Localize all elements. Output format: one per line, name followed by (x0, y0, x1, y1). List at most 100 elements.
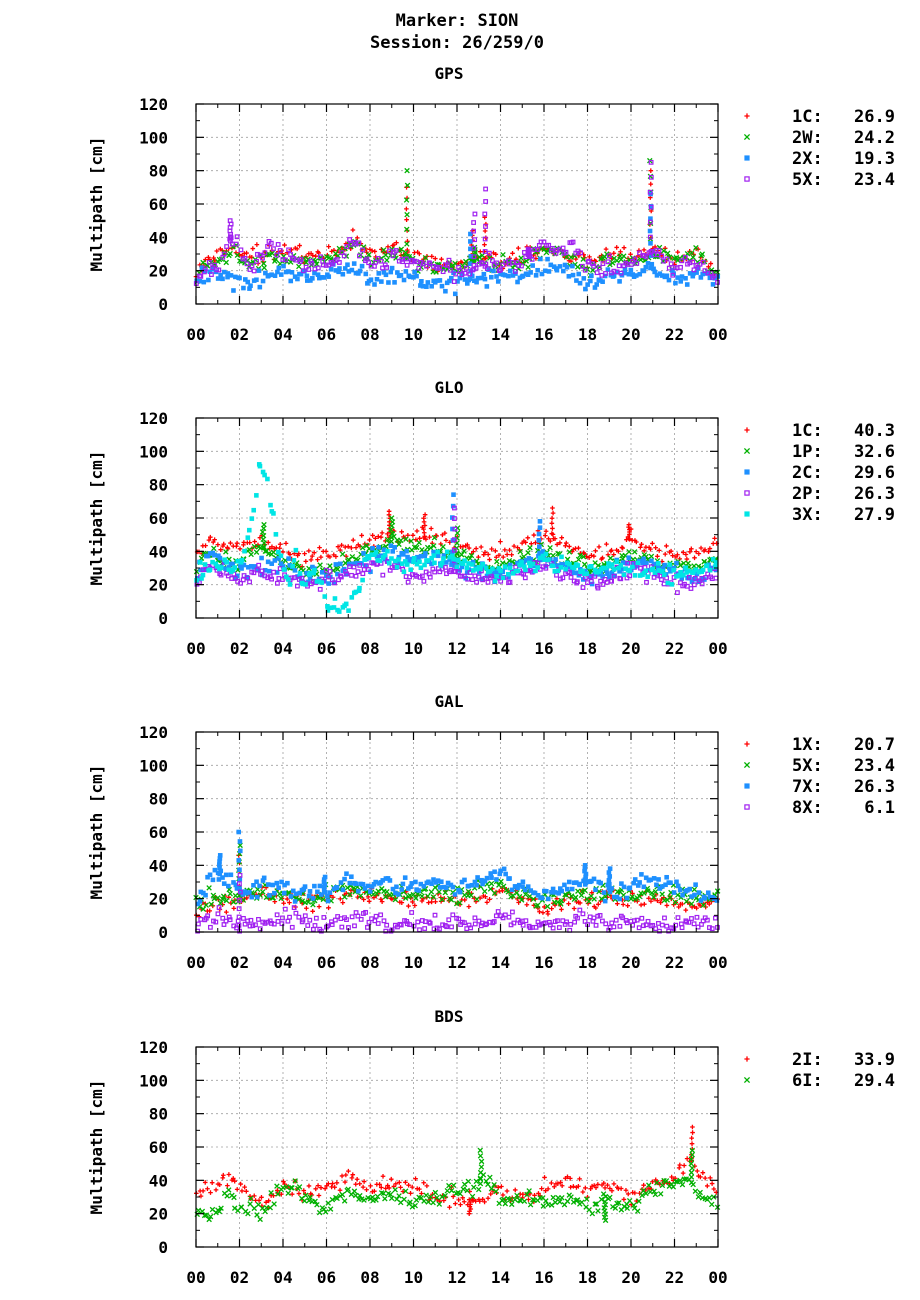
data-point (744, 511, 750, 517)
data-point (244, 1188, 249, 1194)
data-point (247, 267, 253, 272)
data-point (480, 881, 485, 887)
data-point (260, 878, 266, 883)
data-point (485, 579, 491, 585)
data-point (203, 1212, 210, 1218)
data-point (274, 880, 280, 886)
data-point (700, 902, 707, 908)
data-point (205, 1186, 210, 1192)
data-point (500, 1192, 506, 1198)
data-point (498, 868, 503, 874)
data-point (281, 890, 287, 896)
data-point (586, 555, 592, 560)
data-point (485, 1195, 491, 1201)
data-point (574, 579, 580, 585)
data-point (255, 894, 260, 900)
data-point (315, 1183, 321, 1188)
data-point (350, 537, 356, 543)
data-point (239, 566, 244, 571)
data-point (431, 535, 438, 541)
data-point (691, 886, 698, 893)
data-point (370, 545, 375, 551)
data-point (481, 888, 488, 895)
data-point (268, 1190, 274, 1196)
data-point (234, 886, 240, 891)
data-point (668, 261, 674, 267)
data-point (588, 1186, 593, 1192)
data-point (353, 270, 359, 276)
data-point (206, 1216, 212, 1223)
data-point (349, 914, 355, 920)
data-point (409, 1184, 415, 1190)
data-point (660, 566, 666, 571)
data-point (614, 269, 620, 275)
data-point (523, 918, 529, 924)
data-point (651, 1188, 657, 1194)
data-point (571, 1184, 576, 1189)
data-point (357, 268, 363, 274)
y-tick-label: 20 (149, 890, 168, 909)
data-point (353, 573, 359, 579)
data-point (218, 572, 224, 578)
series-2x (194, 191, 721, 297)
data-point (271, 569, 277, 575)
data-point (543, 1198, 549, 1204)
data-point (473, 546, 479, 551)
data-point (537, 550, 542, 556)
data-point (691, 582, 697, 588)
data-point (625, 560, 631, 566)
data-point (650, 566, 656, 572)
data-point (559, 888, 565, 894)
data-point (278, 561, 284, 566)
data-point (231, 880, 236, 885)
data-point (600, 279, 605, 284)
data-point (638, 545, 643, 550)
data-point (325, 604, 330, 609)
data-point (269, 250, 275, 257)
data-point (217, 871, 222, 877)
data-point (535, 267, 540, 273)
data-point (364, 1187, 369, 1193)
data-point (200, 906, 207, 912)
data-point (396, 1193, 402, 1199)
data-point (413, 537, 419, 542)
data-point (698, 275, 704, 280)
data-point (351, 561, 356, 567)
data-point (442, 889, 449, 896)
data-point (449, 924, 454, 930)
data-point (477, 1198, 483, 1204)
data-point (596, 265, 602, 271)
legend: 1C: 40.31P: 32.62C: 29.62P: 26.33X: 27.9 (743, 421, 895, 525)
data-point (437, 885, 443, 890)
data-point (530, 263, 535, 268)
data-point (359, 263, 365, 269)
data-point (253, 549, 260, 555)
data-point (683, 898, 690, 905)
data-point (500, 554, 506, 560)
data-point (555, 563, 560, 568)
data-point (620, 915, 626, 921)
data-point (309, 553, 315, 559)
data-point (580, 911, 586, 917)
data-point (212, 262, 218, 268)
data-point (388, 515, 395, 521)
data-point (237, 886, 242, 891)
data-point (254, 493, 259, 498)
data-point (710, 556, 716, 562)
data-point (200, 567, 206, 573)
data-point (601, 890, 607, 895)
data-point (422, 254, 429, 261)
data-point (443, 288, 448, 294)
data-point (641, 1182, 646, 1188)
data-point (521, 1198, 528, 1204)
x-tick-label: 00 (708, 1268, 727, 1287)
data-point (530, 561, 536, 567)
data-point (440, 543, 446, 550)
data-point (278, 272, 284, 277)
data-point (286, 577, 291, 582)
data-point (305, 923, 311, 928)
data-point (709, 1181, 715, 1186)
y-tick-label: 120 (139, 1038, 168, 1057)
data-point (648, 265, 653, 271)
data-point (559, 1183, 565, 1189)
